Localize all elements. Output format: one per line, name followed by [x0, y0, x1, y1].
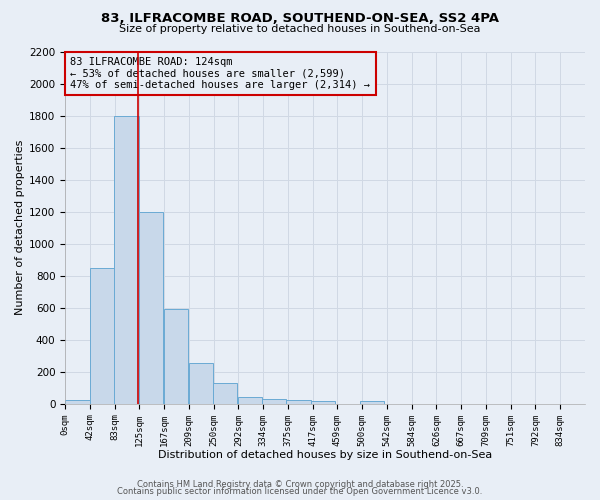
Bar	[90, 268, 115, 404]
Bar	[213, 383, 237, 404]
Y-axis label: Number of detached properties: Number of detached properties	[15, 140, 25, 316]
Text: Contains public sector information licensed under the Open Government Licence v3: Contains public sector information licen…	[118, 487, 482, 496]
Bar	[360, 402, 385, 404]
Bar	[262, 399, 286, 404]
Bar	[65, 400, 89, 404]
Text: 83 ILFRACOMBE ROAD: 124sqm
← 53% of detached houses are smaller (2,599)
47% of s: 83 ILFRACOMBE ROAD: 124sqm ← 53% of deta…	[70, 57, 370, 90]
Text: Contains HM Land Registry data © Crown copyright and database right 2025.: Contains HM Land Registry data © Crown c…	[137, 480, 463, 489]
Bar	[286, 400, 311, 404]
Bar	[311, 402, 335, 404]
Text: 83, ILFRACOMBE ROAD, SOUTHEND-ON-SEA, SS2 4PA: 83, ILFRACOMBE ROAD, SOUTHEND-ON-SEA, SS…	[101, 12, 499, 26]
Bar	[188, 363, 213, 404]
Text: Size of property relative to detached houses in Southend-on-Sea: Size of property relative to detached ho…	[119, 24, 481, 34]
Bar	[238, 396, 262, 404]
Bar	[164, 310, 188, 404]
X-axis label: Distribution of detached houses by size in Southend-on-Sea: Distribution of detached houses by size …	[158, 450, 492, 460]
Bar	[115, 116, 139, 404]
Bar	[139, 212, 163, 404]
